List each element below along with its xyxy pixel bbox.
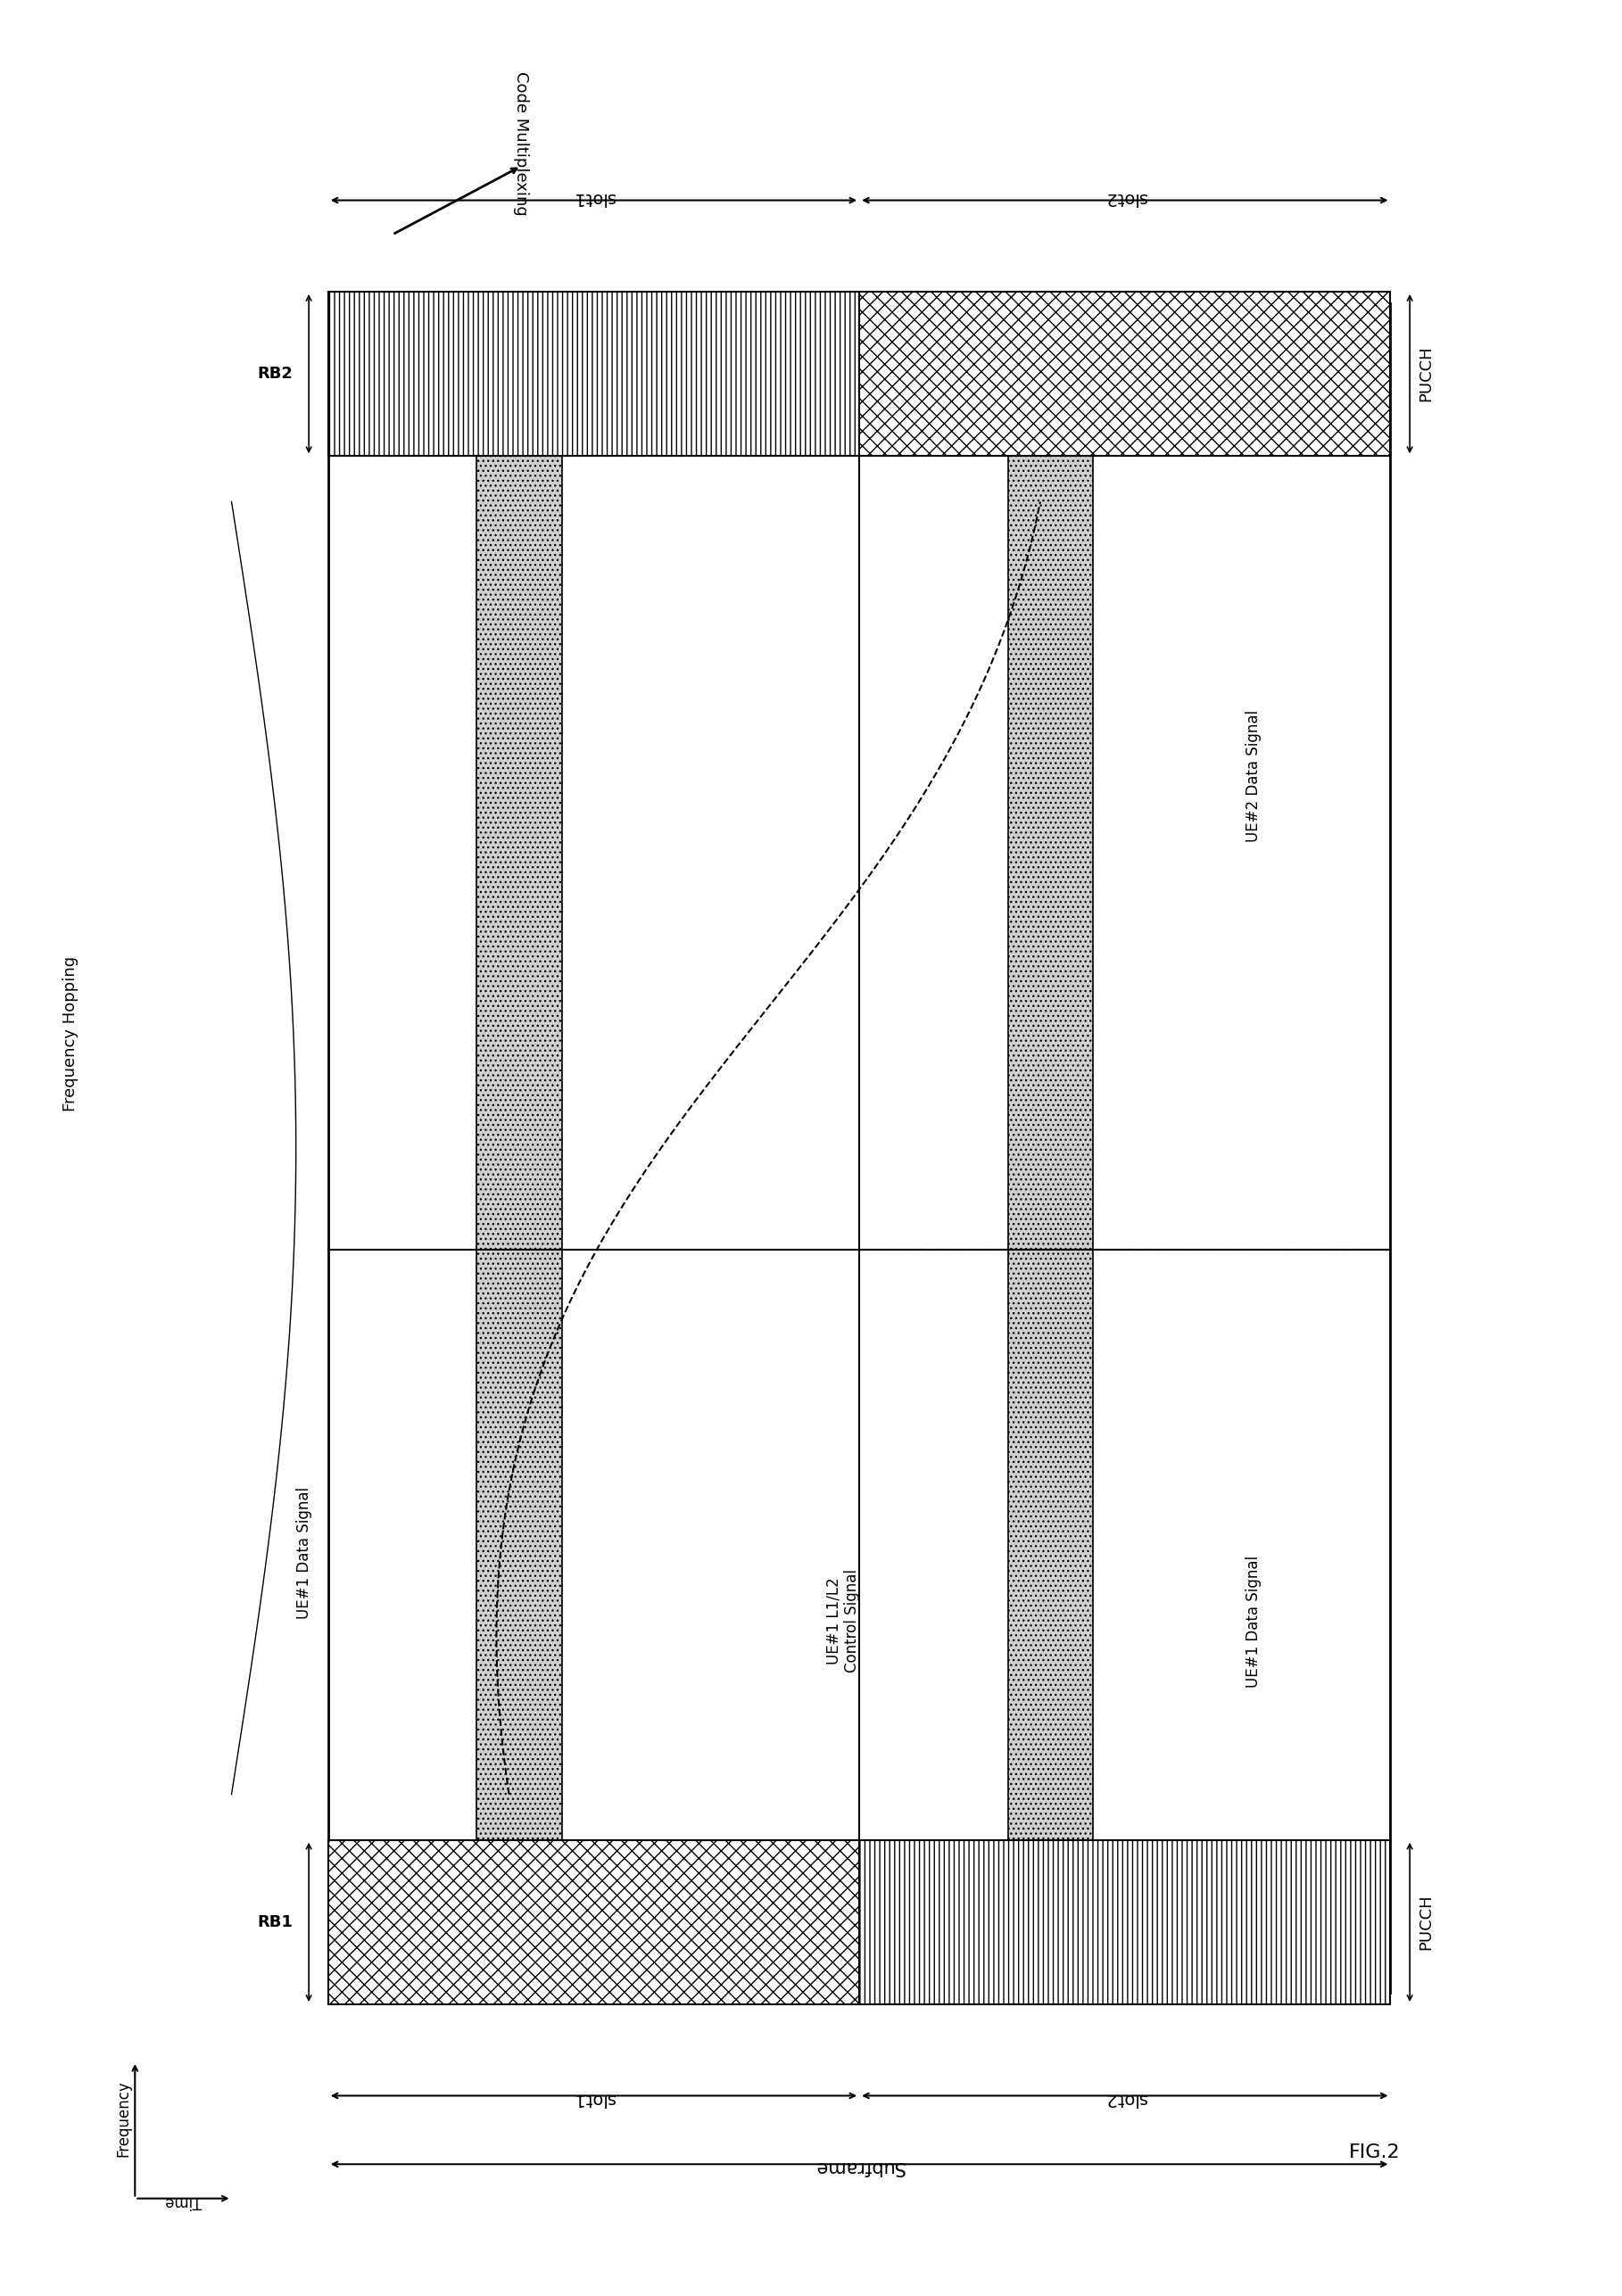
Text: slot1: slot1	[573, 2089, 615, 2108]
Bar	[328, 1839, 860, 2004]
Text: UE#1 Data Signal: UE#1 Data Signal	[295, 1486, 311, 1619]
Text: PUCCH: PUCCH	[1418, 1894, 1434, 1949]
Bar	[328, 303, 1390, 1993]
Text: slot2: slot2	[1103, 2089, 1147, 2108]
Text: RB2: RB2	[258, 365, 292, 381]
Text: UE#1 Data Signal: UE#1 Data Signal	[1246, 1554, 1262, 1688]
Text: slot1: slot1	[573, 188, 615, 207]
Text: UE#1 L1/L2
Control Signal: UE#1 L1/L2 Control Signal	[826, 1570, 861, 1674]
Bar	[477, 1249, 561, 1993]
Text: slot2: slot2	[1103, 188, 1147, 207]
Text: Time: Time	[165, 2193, 201, 2209]
Bar	[477, 303, 561, 1249]
Text: UE#2 Data Signal: UE#2 Data Signal	[1246, 709, 1262, 843]
Bar	[1007, 303, 1093, 1249]
Bar	[860, 292, 1390, 457]
Bar	[328, 292, 860, 457]
Text: PUCCH: PUCCH	[1418, 347, 1434, 402]
Bar	[860, 1839, 1390, 2004]
Text: FIG.2: FIG.2	[1348, 2144, 1400, 2163]
Text: Subframe: Subframe	[814, 2158, 905, 2177]
Text: Frequency: Frequency	[115, 2080, 131, 2156]
Text: Frequency Hopping: Frequency Hopping	[63, 955, 78, 1111]
Text: Code Multiplexing: Code Multiplexing	[513, 71, 529, 216]
Text: RB1: RB1	[258, 1915, 292, 1931]
Bar	[1007, 1249, 1093, 1993]
